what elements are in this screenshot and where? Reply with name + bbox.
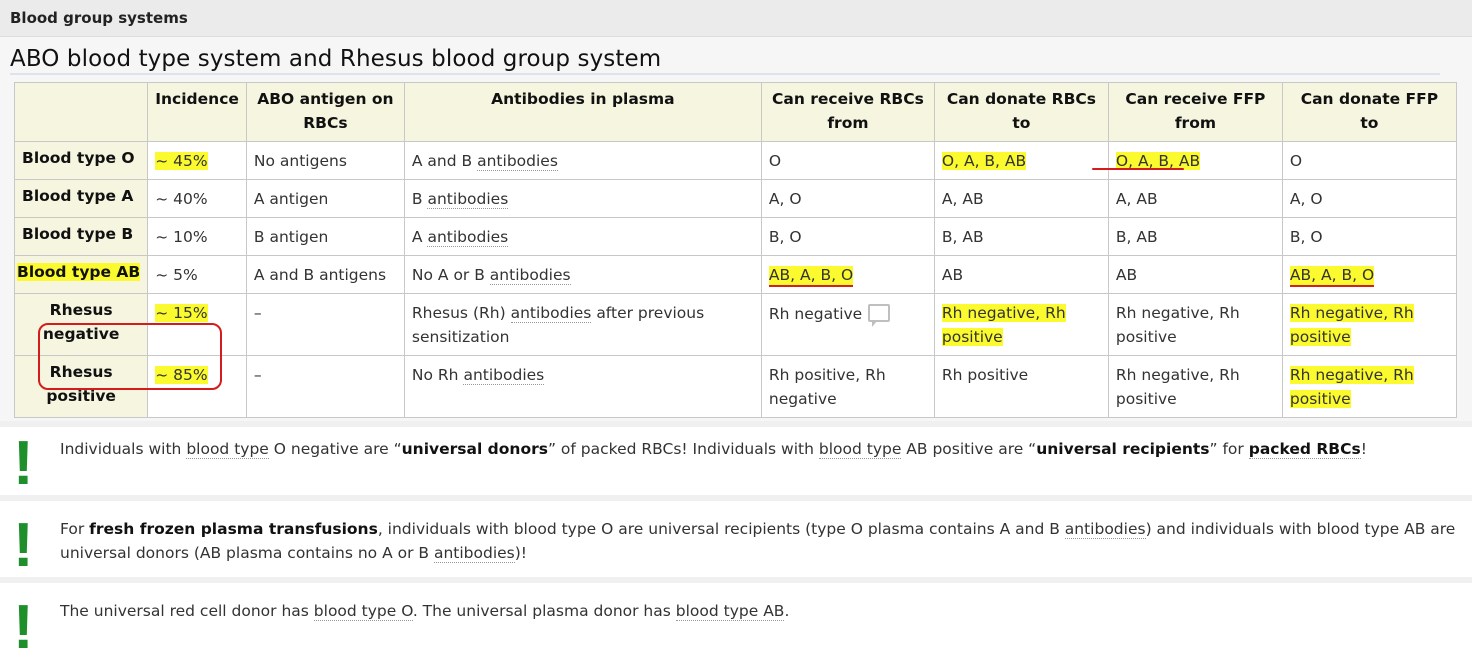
column-header-receive-ffp: Can receive FFP from <box>1107 82 1283 142</box>
incidence-cell: ~ 5% <box>147 255 247 294</box>
donate-rbc-cell: O, A, B, AB <box>933 141 1109 180</box>
donate-rbc-cell: A, AB <box>933 179 1109 218</box>
exclamation-icon: ! <box>13 429 34 498</box>
table-row: Blood type A ~ 40% A antigen B antibodie… <box>13 179 1457 218</box>
antibodies-cell: B antibodies <box>403 179 762 218</box>
antibodies-link[interactable]: antibodies <box>477 152 558 171</box>
column-header-antigen: ABO antigen on RBCs <box>245 82 405 142</box>
row-label: Rhesus negative <box>13 293 149 356</box>
note-box: ! The universal red cell donor has blood… <box>0 577 1472 667</box>
incidence-cell: ~ 15% <box>147 293 247 356</box>
column-header-donate-rbc: Can donate RBCs to <box>933 82 1109 142</box>
receive-ffp-cell: A, AB <box>1107 179 1283 218</box>
antigen-cell: A antigen <box>245 179 405 218</box>
donate-rbc-cell: Rh positive <box>933 355 1109 418</box>
row-label: Blood type AB <box>13 255 149 294</box>
antigen-cell: – <box>245 355 405 418</box>
table-header-row: Incidence ABO antigen on RBCs Antibodies… <box>13 82 1457 142</box>
row-label: Rhesus positive <box>13 355 149 418</box>
receive-ffp-cell: O, A, B, AB <box>1107 141 1283 180</box>
incidence-cell: ~ 10% <box>147 217 247 256</box>
receive-rbc-cell: A, O <box>760 179 935 218</box>
section-title: ABO blood type system and Rhesus blood g… <box>10 46 662 72</box>
row-label: Blood type B <box>13 217 149 256</box>
antibodies-cell: A antibodies <box>403 217 762 256</box>
table-row: Rhesus negative ~ 15% – Rhesus (Rh) anti… <box>13 293 1457 356</box>
antigen-cell: – <box>245 293 405 356</box>
table-row: Blood type B ~ 10% B antigen A antibodie… <box>13 217 1457 256</box>
blood-group-table: Incidence ABO antigen on RBCs Antibodies… <box>13 82 1457 418</box>
antigen-cell: No antigens <box>245 141 405 180</box>
receive-ffp-cell: AB <box>1107 255 1283 294</box>
antibodies-link[interactable]: antibodies <box>433 544 515 563</box>
antibodies-link[interactable]: antibodies <box>489 266 571 285</box>
donate-rbc-cell: B, AB <box>933 217 1109 256</box>
blood-type-link[interactable]: blood type O <box>313 602 413 621</box>
antigen-cell: A and B antigens <box>245 255 405 294</box>
column-header-antibodies: Antibodies in plasma <box>403 82 762 142</box>
exclamation-icon: ! <box>13 593 34 662</box>
blood-type-link[interactable]: blood type <box>818 440 902 459</box>
note-box: ! Individuals with blood type O negative… <box>0 421 1472 495</box>
donate-ffp-cell: A, O <box>1281 179 1457 218</box>
table-row: Rhesus positive ~ 85% – No Rh antibodies… <box>13 355 1457 418</box>
donate-rbc-cell: AB <box>933 255 1109 294</box>
antibodies-link[interactable]: antibodies <box>427 228 509 247</box>
donate-ffp-cell: Rh negative, Rh positive <box>1281 355 1457 418</box>
receive-ffp-cell: Rh negative, Rh positive <box>1107 355 1283 418</box>
antigen-cell: B antigen <box>245 217 405 256</box>
table-row: Blood type O ~ 45% No antigens A and B a… <box>13 141 1457 180</box>
antibodies-link[interactable]: antibodies <box>510 304 592 323</box>
exclamation-icon: ! <box>13 511 34 580</box>
antibodies-cell: No A or B antibodies <box>403 255 762 294</box>
donate-ffp-cell: B, O <box>1281 217 1457 256</box>
comment-icon[interactable] <box>868 304 891 327</box>
blood-type-link[interactable]: blood type <box>186 440 269 459</box>
antibodies-cell: No Rh antibodies <box>403 355 762 418</box>
antibodies-link[interactable]: antibodies <box>427 190 509 209</box>
packed-rbcs-link[interactable]: packed RBCs <box>1248 440 1361 459</box>
note-box: ! For fresh frozen plasma transfusions, … <box>0 495 1472 581</box>
donate-rbc-cell: Rh negative, Rh positive <box>933 293 1109 356</box>
column-header-donate-ffp: Can donate FFP to <box>1281 82 1457 142</box>
top-bar: Blood group systems <box>0 0 1472 37</box>
row-label: Blood type A <box>13 179 149 218</box>
column-header-incidence: Incidence <box>147 82 247 142</box>
antibodies-link[interactable]: antibodies <box>1064 520 1146 539</box>
note-text: The universal red cell donor has blood t… <box>60 602 790 621</box>
table-row: Blood type AB ~ 5% A and B antigens No A… <box>13 255 1457 294</box>
annotation-red-underline <box>1092 168 1184 170</box>
receive-rbc-cell: Rh negative <box>760 293 935 356</box>
column-header <box>13 82 149 142</box>
top-bar-title: Blood group systems <box>10 9 188 27</box>
incidence-cell: ~ 85% <box>147 355 247 418</box>
row-label: Blood type O <box>13 141 149 180</box>
antibodies-cell: A and B antibodies <box>403 141 762 180</box>
donate-ffp-cell: Rh negative, Rh positive <box>1281 293 1457 356</box>
receive-rbc-cell: AB, A, B, O <box>760 255 935 294</box>
antibodies-link[interactable]: antibodies <box>463 366 545 385</box>
note-text: For fresh frozen plasma transfusions, in… <box>60 520 1456 563</box>
title-divider <box>10 73 1440 75</box>
receive-rbc-cell: O <box>760 141 935 180</box>
blood-type-link[interactable]: blood type AB <box>675 602 785 621</box>
column-header-receive-rbc: Can receive RBCs from <box>760 82 935 142</box>
note-text: Individuals with blood type O negative a… <box>60 440 1367 459</box>
receive-rbc-cell: B, O <box>760 217 935 256</box>
receive-ffp-cell: B, AB <box>1107 217 1283 256</box>
antibodies-cell: Rhesus (Rh) antibodies after previous se… <box>403 293 762 356</box>
receive-rbc-cell: Rh positive, Rh negative <box>760 355 935 418</box>
incidence-cell: ~ 40% <box>147 179 247 218</box>
receive-ffp-cell: Rh negative, Rh positive <box>1107 293 1283 356</box>
donate-ffp-cell: O <box>1281 141 1457 180</box>
incidence-cell: ~ 45% <box>147 141 247 180</box>
donate-ffp-cell: AB, A, B, O <box>1281 255 1457 294</box>
